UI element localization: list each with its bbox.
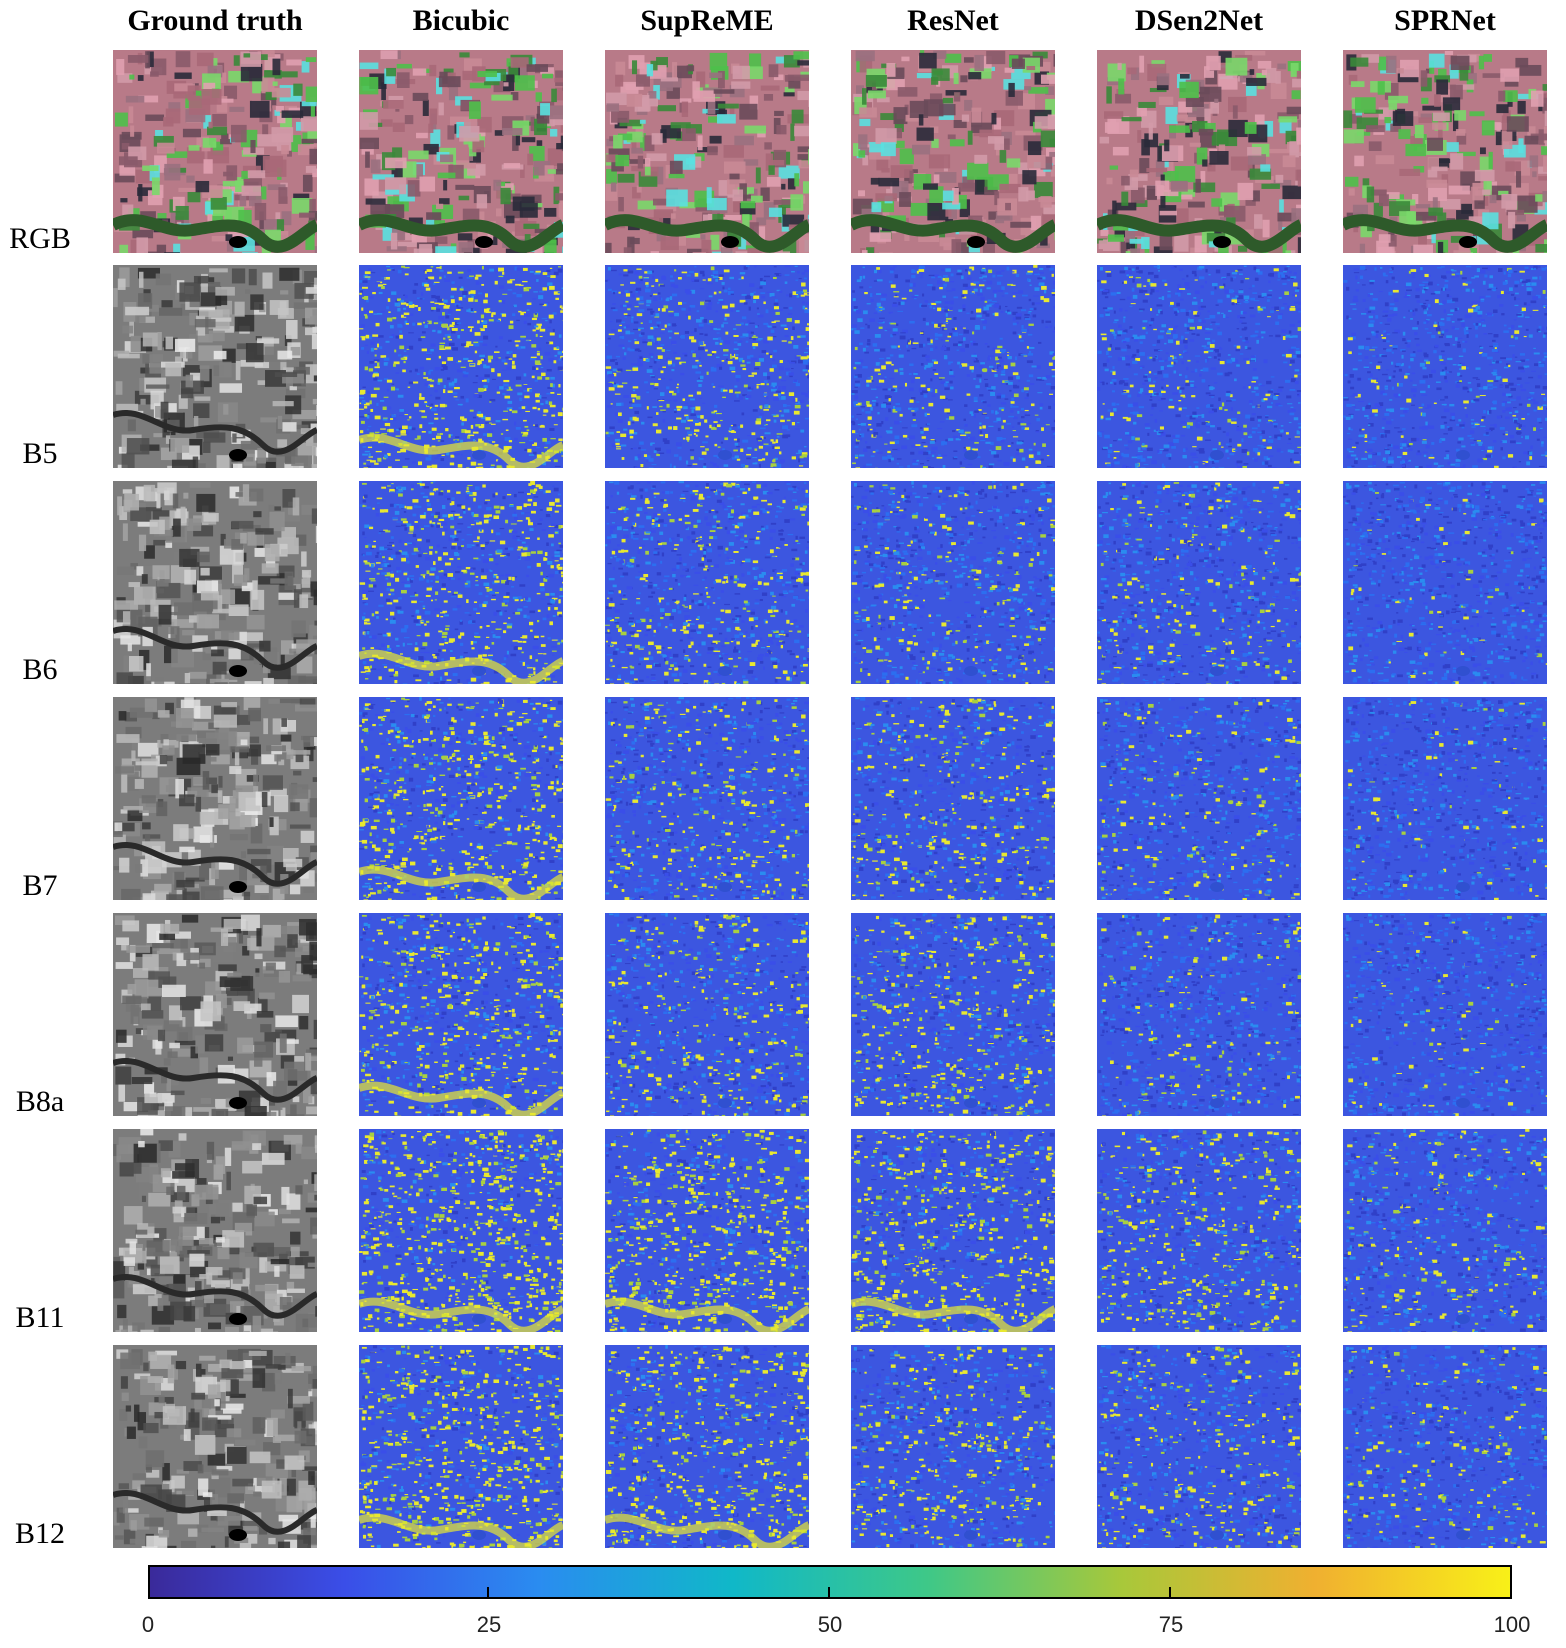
column-header-supreme: SupReME xyxy=(602,4,812,38)
column-header-resnet: ResNet xyxy=(848,4,1058,38)
tile-b8a-supreme xyxy=(605,913,809,1116)
colorbar-tick-label-100: 100 xyxy=(1472,1612,1552,1638)
colorbar-tick-label-75: 75 xyxy=(1131,1612,1211,1638)
tile-b11-supreme xyxy=(605,1129,809,1332)
tile-rgb-sprnet xyxy=(1343,50,1547,253)
tile-b7-resnet xyxy=(851,697,1055,900)
tile-b5-dsen2net xyxy=(1097,265,1301,468)
row-label-b5: B5 xyxy=(0,437,80,471)
tile-b6-resnet xyxy=(851,481,1055,684)
row-label-rgb: RGB xyxy=(0,222,80,256)
column-header-dsen2net: DSen2Net xyxy=(1094,4,1304,38)
column-header-sprnet: SPRNet xyxy=(1340,4,1550,38)
colorbar-tick-label-25: 25 xyxy=(449,1612,529,1638)
tile-rgb-resnet xyxy=(851,50,1055,253)
tile-b5-ground-truth xyxy=(113,265,317,468)
tile-rgb-ground-truth xyxy=(113,50,317,253)
colorbar-tick-label-50: 50 xyxy=(790,1612,870,1638)
tile-b8a-sprnet xyxy=(1343,913,1547,1116)
tile-b12-supreme xyxy=(605,1345,809,1548)
tile-b7-ground-truth xyxy=(113,697,317,900)
tile-b5-supreme xyxy=(605,265,809,468)
tile-b12-sprnet xyxy=(1343,1345,1547,1548)
tile-b8a-bicubic xyxy=(359,913,563,1116)
tile-b5-sprnet xyxy=(1343,265,1547,468)
tile-b6-sprnet xyxy=(1343,481,1547,684)
tile-b12-resnet xyxy=(851,1345,1055,1548)
row-label-b6: B6 xyxy=(0,653,80,687)
row-label-b11: B11 xyxy=(0,1301,80,1335)
tile-b11-sprnet xyxy=(1343,1129,1547,1332)
row-label-b8a: B8a xyxy=(0,1085,80,1119)
tile-b8a-dsen2net xyxy=(1097,913,1301,1116)
column-header-ground-truth: Ground truth xyxy=(110,4,320,38)
tile-b5-bicubic xyxy=(359,265,563,468)
tile-b7-sprnet xyxy=(1343,697,1547,900)
tile-b7-supreme xyxy=(605,697,809,900)
tile-b8a-resnet xyxy=(851,913,1055,1116)
tile-b6-dsen2net xyxy=(1097,481,1301,684)
row-label-b12: B12 xyxy=(0,1517,80,1551)
tile-rgb-dsen2net xyxy=(1097,50,1301,253)
tile-b11-resnet xyxy=(851,1129,1055,1332)
tile-b8a-ground-truth xyxy=(113,913,317,1116)
tile-rgb-bicubic xyxy=(359,50,563,253)
tile-b12-ground-truth xyxy=(113,1345,317,1548)
tile-b5-resnet xyxy=(851,265,1055,468)
tile-b12-dsen2net xyxy=(1097,1345,1301,1548)
tile-b11-ground-truth xyxy=(113,1129,317,1332)
tile-b11-bicubic xyxy=(359,1129,563,1332)
row-label-b7: B7 xyxy=(0,869,80,903)
tile-b6-supreme xyxy=(605,481,809,684)
colorbar-tick xyxy=(487,1587,489,1597)
colorbar-tick xyxy=(828,1587,830,1597)
tile-b6-bicubic xyxy=(359,481,563,684)
tile-rgb-supreme xyxy=(605,50,809,253)
column-header-bicubic: Bicubic xyxy=(356,4,566,38)
tile-b7-dsen2net xyxy=(1097,697,1301,900)
tile-b6-ground-truth xyxy=(113,481,317,684)
error-colorbar xyxy=(148,1565,1512,1599)
colorbar-tick xyxy=(1169,1587,1171,1597)
colorbar-tick-label-0: 0 xyxy=(108,1612,188,1638)
tile-b7-bicubic xyxy=(359,697,563,900)
tile-b11-dsen2net xyxy=(1097,1129,1301,1332)
tile-b12-bicubic xyxy=(359,1345,563,1548)
